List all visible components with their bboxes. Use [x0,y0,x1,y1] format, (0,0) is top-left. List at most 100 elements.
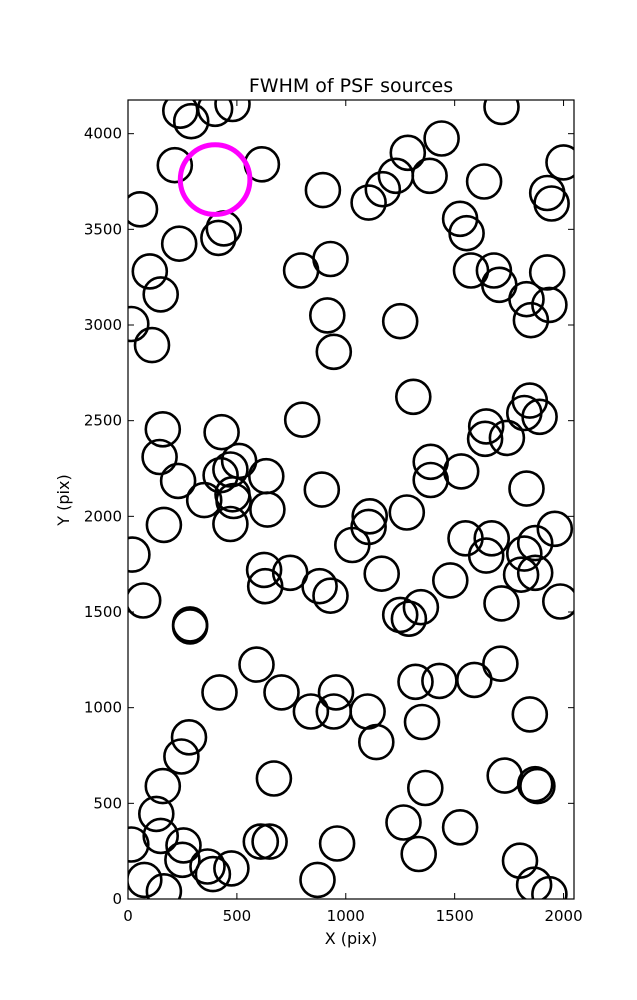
source-marker [299,861,336,899]
source-marker [448,214,485,252]
source-marker [144,410,182,448]
source-marker [163,738,200,775]
source-marker [292,693,330,730]
source-marker [465,163,503,200]
source-marker [533,185,570,222]
source-marker [467,537,505,574]
x-tick-label: 1500 [436,907,474,925]
source-marker [455,661,493,699]
source-marker [406,769,444,807]
source-marker [172,102,210,140]
source-marker [131,253,169,290]
source-marker [467,408,505,445]
source-marker [431,562,469,599]
y-axis-label: Y (pix) [54,474,73,526]
source-marker [516,554,554,592]
source-marker [397,663,434,701]
source-marker [447,519,484,557]
source-marker [156,146,194,184]
source-marker [162,100,199,129]
source-marker [144,767,182,805]
source-marker [212,451,249,488]
source-marker [214,100,251,123]
source-marker [536,510,574,548]
source-marker [160,225,198,262]
source-marker [488,419,526,457]
y-tick-label: 500 [93,794,122,812]
source-marker [317,674,355,711]
x-tick-label: 500 [223,907,252,925]
source-marker [528,254,566,291]
source-marker [475,252,513,289]
x-tick-label: 0 [123,907,133,925]
x-tick-label: 2000 [544,907,582,925]
source-marker [141,438,178,476]
source-marker [402,588,440,626]
plot-frame [127,99,575,900]
source-marker [482,645,519,683]
source-marker [170,718,208,756]
source-marker [442,453,480,490]
source-marker [521,398,558,436]
source-marker [486,757,524,794]
source-marker [213,850,250,887]
source-marker [308,297,346,334]
source-marker [255,760,293,797]
source-marker [133,326,171,364]
source-marker [315,333,353,371]
source-marker [357,723,395,761]
source-marker [516,765,554,803]
source-marker [389,134,427,172]
source-marker [164,841,201,879]
source-marker [512,301,550,339]
source-marker [351,497,389,535]
x-tick-label: 1000 [327,907,365,925]
source-marker [483,100,520,126]
source-marker [483,585,520,622]
plot-area [128,100,574,899]
x-axis: 0 500 1000 1500 2000 [123,100,583,925]
source-marker [171,608,209,645]
source-marker [473,519,511,557]
source-marker [318,825,356,862]
y-tick-label: 3500 [84,220,122,238]
source-marker [508,470,545,507]
source-marker [128,582,162,619]
source-marker [245,551,283,589]
source-marker [312,577,349,615]
source-marker [247,457,285,495]
source-marker [128,861,163,899]
source-marker [516,524,554,562]
source-marker [350,184,387,221]
y-tick-label: 4000 [84,125,122,143]
source-marker [505,535,543,572]
source-marker [128,305,150,343]
y-axis: 0 500 1000 1500 2000 2500 3000 3500 4000 [84,125,574,908]
source-marker [333,526,371,564]
y-tick-label: 1500 [84,603,122,621]
y-tick-label: 2500 [84,412,122,430]
source-marker [194,855,232,893]
source-marker [388,494,426,531]
source-marker [128,536,151,573]
source-marker [242,823,280,860]
source-marker [501,842,539,880]
source-marker [185,481,223,519]
y-tick-label: 1000 [84,699,122,717]
source-marker [263,674,300,711]
source-marker [394,378,432,416]
source-marker [304,171,342,209]
source-marker [466,420,504,458]
source-marker [142,276,179,313]
source-marker [542,583,574,620]
source-marker [403,703,441,741]
source-marker [145,873,183,899]
source-marker [159,462,197,500]
source-marker [215,482,252,520]
source-marker [531,286,568,324]
source-marker [502,556,540,594]
x-axis-label: X (pix) [325,929,378,948]
source-marker [381,302,419,340]
source-marker [390,600,428,638]
chart-title: FWHM of PSF sources [249,75,453,97]
